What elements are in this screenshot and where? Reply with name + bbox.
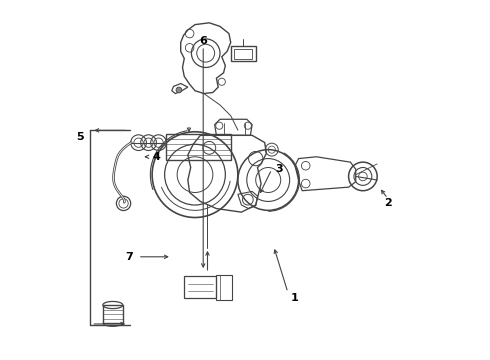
Text: 5: 5 bbox=[76, 132, 84, 142]
Text: 6: 6 bbox=[199, 36, 207, 46]
Circle shape bbox=[176, 87, 182, 93]
Text: 4: 4 bbox=[152, 152, 160, 162]
Text: 7: 7 bbox=[125, 252, 133, 262]
Text: 2: 2 bbox=[384, 198, 392, 208]
Bar bbox=[184, 276, 217, 298]
Text: 1: 1 bbox=[291, 293, 299, 303]
Bar bbox=[167, 134, 231, 160]
Text: 3: 3 bbox=[275, 164, 283, 174]
